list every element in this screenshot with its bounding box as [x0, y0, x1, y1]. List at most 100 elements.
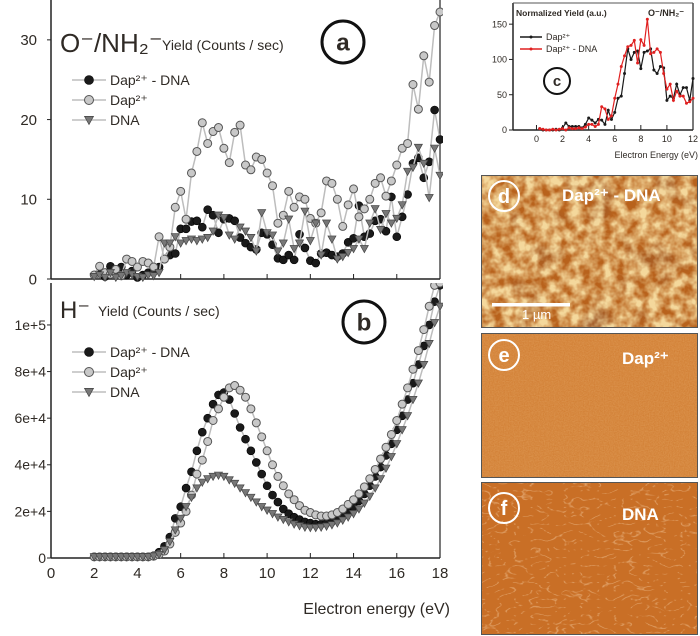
data-point	[649, 52, 653, 56]
panel-label-circle	[543, 67, 571, 95]
data-point	[203, 205, 212, 214]
data-point	[397, 399, 407, 409]
data-point	[645, 17, 649, 21]
y-tick-label: 6e+4	[14, 410, 46, 426]
data-point	[632, 50, 636, 54]
legend-label: Dap²⁺ - DNA	[110, 344, 190, 360]
afm-image-dap: e Dap²⁺	[481, 333, 698, 478]
data-point	[691, 76, 695, 80]
data-point	[203, 475, 213, 484]
data-point	[603, 122, 607, 126]
data-point	[241, 434, 250, 444]
data-point	[203, 436, 213, 446]
data-point	[224, 231, 234, 240]
data-point	[419, 325, 429, 335]
x-tick-label: 8	[220, 565, 228, 582]
data-point	[268, 181, 278, 191]
data-point	[149, 552, 159, 561]
data-point	[691, 96, 695, 100]
data-point	[240, 227, 251, 236]
data-point	[623, 54, 627, 58]
data-point	[655, 72, 659, 76]
data-point	[208, 227, 218, 236]
data-point	[424, 340, 434, 349]
data-point	[381, 191, 391, 201]
x-tick-label: 4	[586, 134, 591, 144]
data-point	[593, 121, 597, 125]
data-point	[165, 538, 175, 547]
data-point	[590, 122, 594, 126]
data-point	[354, 212, 364, 222]
data-point	[235, 120, 245, 130]
data-point	[408, 364, 418, 374]
data-point	[603, 107, 607, 111]
data-point	[658, 50, 662, 54]
data-point	[203, 233, 213, 243]
data-point	[213, 404, 223, 414]
data-point	[300, 243, 310, 253]
data-point	[192, 446, 202, 456]
data-point	[100, 553, 110, 562]
data-point	[365, 194, 375, 204]
data-point	[642, 50, 646, 54]
data-point	[251, 418, 261, 428]
series-line	[94, 285, 441, 558]
chart-b: 0 2e+4 4e+4 6e+4 8e+4 1e+5 0 2 4 6 8 10 12 14 16 18 Elec…	[14, 283, 450, 618]
data-point	[235, 484, 245, 493]
data-point	[170, 202, 180, 212]
data-point	[267, 231, 278, 240]
data-point	[273, 247, 283, 256]
data-point	[279, 504, 288, 514]
y-tick-label: 50	[497, 90, 507, 100]
data-point	[132, 553, 143, 562]
data-point	[186, 493, 197, 503]
data-point	[100, 273, 110, 283]
data-point	[681, 94, 685, 98]
data-point	[413, 143, 423, 153]
data-point	[289, 202, 299, 212]
data-point	[268, 460, 278, 470]
data-point	[246, 165, 256, 175]
data-point	[159, 239, 170, 248]
data-point	[154, 269, 164, 278]
data-point	[327, 521, 337, 530]
data-point	[430, 21, 440, 31]
data-point	[186, 168, 196, 178]
data-point	[600, 105, 604, 109]
legend-label: Dap²⁺ - DNA	[546, 44, 597, 54]
data-point	[619, 65, 623, 68]
x-axis-title: Electron energy (eV)	[303, 601, 450, 618]
data-point	[349, 184, 359, 194]
panel-label: b	[357, 309, 372, 336]
data-point	[668, 94, 672, 98]
data-point	[338, 221, 348, 231]
data-point	[311, 219, 321, 228]
data-point	[392, 416, 402, 425]
panel-label: c	[553, 73, 561, 90]
data-point	[138, 273, 148, 283]
data-point	[170, 526, 180, 535]
data-point	[626, 45, 630, 49]
data-point	[284, 186, 294, 196]
data-point	[435, 135, 443, 144]
data-point	[557, 127, 561, 131]
legend-label: Dap²⁺	[546, 32, 571, 42]
data-point	[529, 35, 533, 39]
data-point	[176, 186, 186, 196]
data-point	[192, 469, 202, 479]
data-point	[294, 239, 305, 248]
data-point	[348, 245, 359, 254]
data-point	[424, 194, 434, 203]
data-point	[544, 128, 548, 132]
data-point	[316, 523, 326, 532]
data-point	[435, 302, 443, 312]
data-point	[343, 513, 353, 522]
data-point	[386, 176, 396, 186]
data-point	[327, 178, 337, 188]
data-point	[252, 458, 261, 467]
y-axis-title: Yield (Counts / sec)	[162, 37, 284, 53]
data-point	[623, 72, 627, 76]
data-point	[619, 94, 623, 98]
data-point	[89, 273, 99, 282]
